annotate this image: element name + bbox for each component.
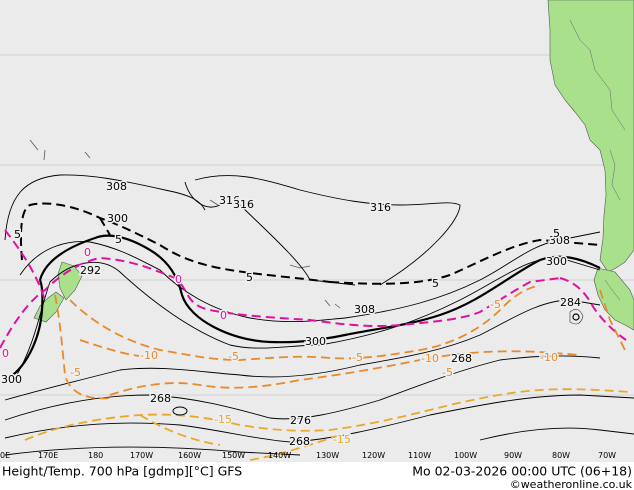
temp-label: 0 [84,246,91,259]
height-label: 300 [305,335,326,348]
footer-title: Height/Temp. 700 hPa [gdmp][°C] GFS [2,464,242,479]
temp-label: 5 [432,277,439,290]
height-label: 268 [150,392,171,405]
temp-label: 5 [553,227,560,240]
height-label: 308 [354,303,375,316]
longitude-label: 140W [268,451,291,460]
height-label: 316 [370,201,391,214]
footer-credit: ©weatheronline.co.uk [510,478,633,490]
longitude-label: 150W [222,451,245,460]
longitude-label: 90W [504,451,522,460]
longitude-label: 110W [408,451,431,460]
temp-label: -10 [540,351,558,364]
temp-label: 0 [175,273,182,286]
height-label: 268 [451,352,472,365]
temp-label: -5 [442,366,453,379]
height-label: 300 [1,373,22,386]
temp-label: -5 [70,366,81,379]
footer-datetime: Mo 02-03-2026 00:00 UTC (06+18) [412,464,632,479]
longitude-label: 170E [38,451,58,460]
temp-label: -10 [421,352,439,365]
longitude-label: 70W [598,451,616,460]
height-label: 284 [560,296,581,309]
height-label: 300 [107,212,128,225]
height-label: 316 [233,198,254,211]
height-label: 292 [80,264,101,277]
longitude-label: 160W [178,451,201,460]
temp-label: -5 [228,350,239,363]
temp-label: 0 [220,309,227,322]
height-label: 308 [106,180,127,193]
longitude-label: 130W [316,451,339,460]
temp-label: -5 [490,298,501,311]
longitude-label: 80W [552,451,570,460]
height-label: 276 [290,414,311,427]
longitude-label: 0E [0,451,10,460]
longitude-label: 170W [130,451,153,460]
height-label: 300 [546,255,567,268]
temp-label: 5 [246,271,253,284]
temp-label: 5 [115,233,122,246]
longitude-label: 120W [362,451,385,460]
temp-label: 0 [2,347,9,360]
longitude-label: 180 [88,451,103,460]
height-label: 268 [289,435,310,448]
temp-label: -15 [214,413,232,426]
temp-label: 5 [14,228,21,241]
temp-label: -15 [333,433,351,446]
longitude-label: 100W [454,451,477,460]
temp-label: -10 [140,349,158,362]
temp-label: -5 [352,351,363,364]
